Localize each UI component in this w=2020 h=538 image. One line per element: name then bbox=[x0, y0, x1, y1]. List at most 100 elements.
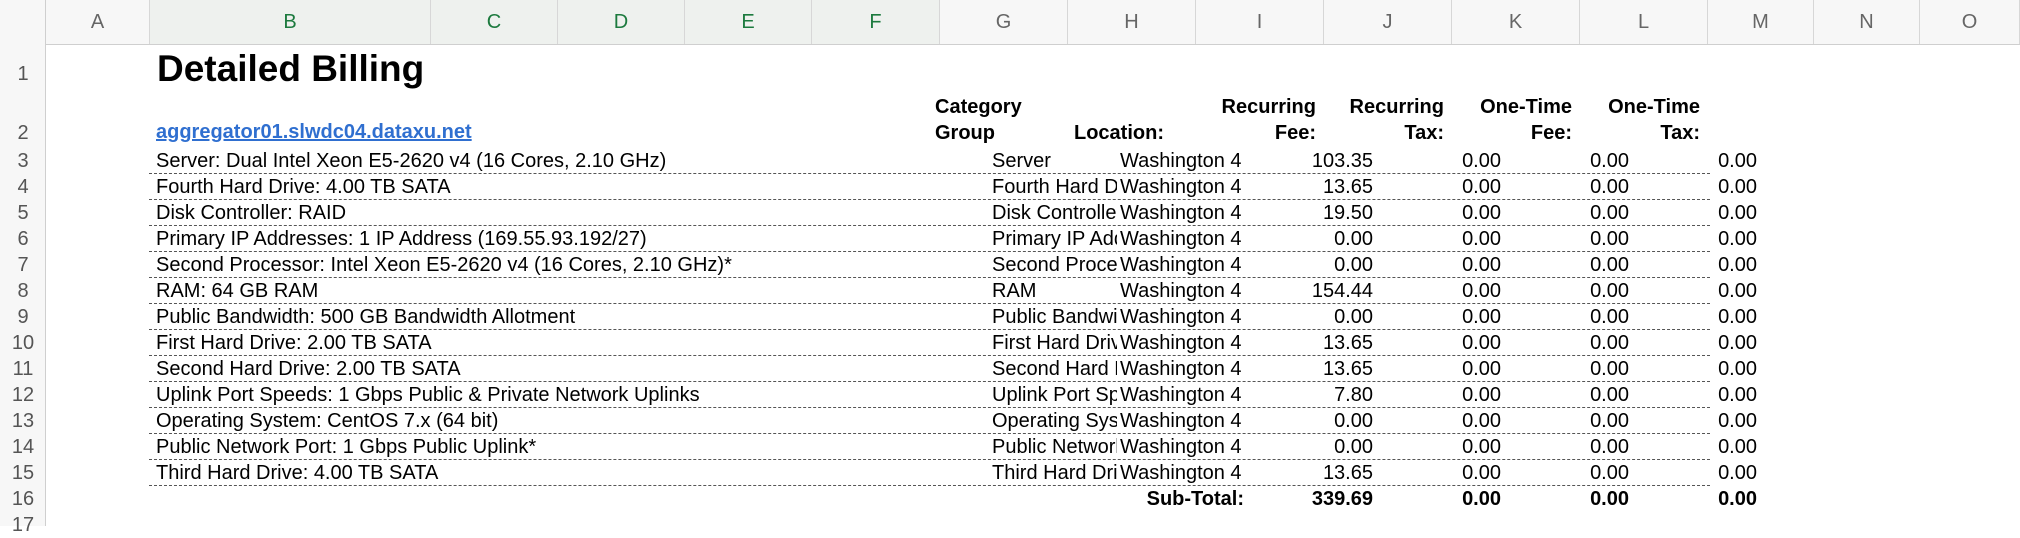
row-onetime-tax[interactable]: 0.00 bbox=[1718, 384, 1757, 406]
row-header-5[interactable]: 5 bbox=[17, 202, 29, 224]
row-header-3[interactable]: 3 bbox=[17, 150, 29, 172]
column-header-a[interactable]: A bbox=[46, 0, 150, 44]
row-recurring-fee[interactable]: 0.00 bbox=[1334, 254, 1373, 276]
row-header-14[interactable]: 14 bbox=[11, 436, 35, 458]
row-header-10[interactable]: 10 bbox=[11, 332, 35, 354]
column-header-d[interactable]: D bbox=[558, 0, 685, 44]
row-category[interactable]: First Hard Drive bbox=[992, 332, 1117, 354]
row-onetime-fee[interactable]: 0.00 bbox=[1590, 202, 1629, 224]
row-onetime-tax[interactable]: 0.00 bbox=[1718, 410, 1757, 432]
row-onetime-fee[interactable]: 0.00 bbox=[1590, 254, 1629, 276]
row-recurring-fee[interactable]: 0.00 bbox=[1334, 410, 1373, 432]
row-recurring-fee[interactable]: 154.44 bbox=[1311, 280, 1373, 302]
row-description[interactable]: Fourth Hard Drive: 4.00 TB SATA bbox=[156, 176, 451, 198]
row-onetime-tax[interactable]: 0.00 bbox=[1718, 436, 1757, 458]
row-location[interactable]: Washington 4 bbox=[1120, 332, 1242, 354]
column-header-k[interactable]: K bbox=[1452, 0, 1580, 44]
row-onetime-tax[interactable]: 0.00 bbox=[1718, 280, 1757, 302]
row-category[interactable]: Third Hard Drive bbox=[992, 462, 1117, 484]
row-header-12[interactable]: 12 bbox=[11, 384, 35, 406]
row-recurring-tax[interactable]: 0.00 bbox=[1462, 202, 1501, 224]
row-onetime-fee[interactable]: 0.00 bbox=[1590, 462, 1629, 484]
column-header-m[interactable]: M bbox=[1708, 0, 1814, 44]
row-category[interactable]: Public Network Port bbox=[992, 436, 1117, 458]
row-recurring-fee[interactable]: 0.00 bbox=[1334, 306, 1373, 328]
row-description[interactable]: Second Processor: Intel Xeon E5-2620 v4 … bbox=[156, 254, 732, 276]
row-header-6[interactable]: 6 bbox=[17, 228, 29, 250]
subtotal-recurring-tax[interactable]: 0.00 bbox=[1462, 488, 1501, 510]
row-header-11[interactable]: 11 bbox=[12, 358, 34, 380]
row-onetime-tax[interactable]: 0.00 bbox=[1718, 358, 1757, 380]
row-header-8[interactable]: 8 bbox=[17, 280, 29, 302]
column-header-b[interactable]: B bbox=[150, 0, 431, 44]
row-onetime-fee[interactable]: 0.00 bbox=[1590, 176, 1629, 198]
row-onetime-tax[interactable]: 0.00 bbox=[1718, 254, 1757, 276]
row-description[interactable]: First Hard Drive: 2.00 TB SATA bbox=[156, 332, 432, 354]
row-recurring-fee[interactable]: 19.50 bbox=[1322, 202, 1373, 224]
subtotal-onetime-fee[interactable]: 0.00 bbox=[1590, 488, 1629, 510]
column-header-h[interactable]: H bbox=[1068, 0, 1196, 44]
row-category[interactable]: Operating System bbox=[992, 410, 1117, 432]
row-location[interactable]: Washington 4 bbox=[1120, 306, 1242, 328]
row-header-2[interactable]: 2 bbox=[17, 122, 29, 144]
row-description[interactable]: Third Hard Drive: 4.00 TB SATA bbox=[156, 462, 439, 484]
row-onetime-fee[interactable]: 0.00 bbox=[1590, 306, 1629, 328]
column-header-l[interactable]: L bbox=[1580, 0, 1708, 44]
row-recurring-fee[interactable]: 0.00 bbox=[1334, 436, 1373, 458]
row-description[interactable]: RAM: 64 GB RAM bbox=[156, 280, 319, 302]
row-description[interactable]: Second Hard Drive: 2.00 TB SATA bbox=[156, 358, 461, 380]
row-description[interactable]: Disk Controller: RAID bbox=[156, 202, 347, 224]
row-recurring-fee[interactable]: 13.65 bbox=[1322, 332, 1373, 354]
column-header-o[interactable]: O bbox=[1920, 0, 2020, 44]
row-location[interactable]: Washington 4 bbox=[1120, 358, 1242, 380]
row-recurring-tax[interactable]: 0.00 bbox=[1462, 384, 1501, 406]
row-location[interactable]: Washington 4 bbox=[1120, 176, 1242, 198]
column-header-f[interactable]: F bbox=[812, 0, 940, 44]
row-header-16[interactable]: 16 bbox=[11, 488, 35, 510]
column-header-n[interactable]: N bbox=[1814, 0, 1920, 44]
row-onetime-fee[interactable]: 0.00 bbox=[1590, 436, 1629, 458]
row-header-1[interactable]: 1 bbox=[17, 63, 29, 85]
row-description[interactable]: Operating System: CentOS 7.x (64 bit) bbox=[156, 410, 499, 432]
row-location[interactable]: Washington 4 bbox=[1120, 436, 1242, 458]
row-header-15[interactable]: 15 bbox=[11, 462, 35, 484]
server-hostname-link[interactable]: aggregator01.slwdc04.dataxu.net bbox=[156, 121, 472, 143]
row-onetime-tax[interactable]: 0.00 bbox=[1718, 150, 1757, 172]
row-onetime-fee[interactable]: 0.00 bbox=[1590, 228, 1629, 250]
row-recurring-tax[interactable]: 0.00 bbox=[1462, 150, 1501, 172]
column-header-g[interactable]: G bbox=[940, 0, 1068, 44]
row-description[interactable]: Primary IP Addresses: 1 IP Address (169.… bbox=[156, 228, 647, 250]
row-header-9[interactable]: 9 bbox=[17, 306, 29, 328]
row-recurring-tax[interactable]: 0.00 bbox=[1462, 436, 1501, 458]
row-header-4[interactable]: 4 bbox=[17, 176, 29, 198]
row-description[interactable]: Public Bandwidth: 500 GB Bandwidth Allot… bbox=[156, 306, 576, 328]
row-recurring-tax[interactable]: 0.00 bbox=[1462, 410, 1501, 432]
column-header-j[interactable]: J bbox=[1324, 0, 1452, 44]
row-category[interactable]: Uplink Port Speeds bbox=[992, 384, 1117, 406]
row-recurring-tax[interactable]: 0.00 bbox=[1462, 228, 1501, 250]
row-location[interactable]: Washington 4 bbox=[1120, 410, 1242, 432]
row-onetime-tax[interactable]: 0.00 bbox=[1718, 202, 1757, 224]
row-description[interactable]: Server: Dual Intel Xeon E5-2620 v4 (16 C… bbox=[156, 150, 667, 172]
row-recurring-tax[interactable]: 0.00 bbox=[1462, 254, 1501, 276]
row-recurring-tax[interactable]: 0.00 bbox=[1462, 462, 1501, 484]
row-onetime-tax[interactable]: 0.00 bbox=[1718, 176, 1757, 198]
row-category[interactable]: Disk Controller bbox=[992, 202, 1117, 224]
row-recurring-fee[interactable]: 0.00 bbox=[1334, 228, 1373, 250]
row-header-17[interactable]: 17 bbox=[11, 514, 35, 536]
row-recurring-fee[interactable]: 7.80 bbox=[1334, 384, 1373, 406]
row-category[interactable]: Server bbox=[992, 150, 1051, 172]
row-location[interactable]: Washington 4 bbox=[1120, 384, 1242, 406]
row-category[interactable]: Fourth Hard Drive bbox=[992, 176, 1117, 198]
row-category[interactable]: Second Processor bbox=[992, 254, 1117, 276]
row-onetime-fee[interactable]: 0.00 bbox=[1590, 280, 1629, 302]
row-header-7[interactable]: 7 bbox=[17, 254, 29, 276]
row-onetime-fee[interactable]: 0.00 bbox=[1590, 150, 1629, 172]
column-header-c[interactable]: C bbox=[431, 0, 558, 44]
row-description[interactable]: Uplink Port Speeds: 1 Gbps Public & Priv… bbox=[156, 384, 700, 406]
row-onetime-tax[interactable]: 0.00 bbox=[1718, 228, 1757, 250]
row-onetime-tax[interactable]: 0.00 bbox=[1718, 462, 1757, 484]
row-location[interactable]: Washington 4 bbox=[1120, 228, 1242, 250]
column-header-e[interactable]: E bbox=[685, 0, 812, 44]
subtotal-onetime-tax[interactable]: 0.00 bbox=[1718, 488, 1757, 510]
